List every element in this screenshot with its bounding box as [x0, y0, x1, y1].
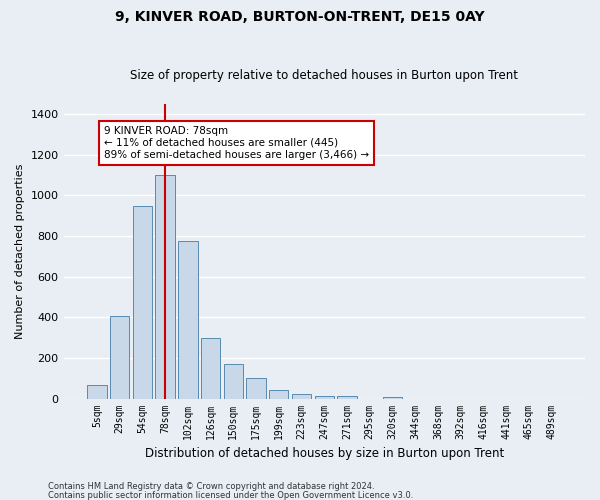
Bar [87, 386, 107, 398]
Bar [269, 390, 289, 398]
Bar [383, 396, 402, 398]
Bar [201, 338, 220, 398]
Bar [292, 394, 311, 398]
Bar [133, 206, 152, 398]
Y-axis label: Number of detached properties: Number of detached properties [15, 164, 25, 339]
Bar [224, 364, 243, 398]
Text: Contains HM Land Registry data © Crown copyright and database right 2024.: Contains HM Land Registry data © Crown c… [48, 482, 374, 491]
X-axis label: Distribution of detached houses by size in Burton upon Trent: Distribution of detached houses by size … [145, 447, 504, 460]
Bar [337, 396, 356, 398]
Text: 9 KINVER ROAD: 78sqm
← 11% of detached houses are smaller (445)
89% of semi-deta: 9 KINVER ROAD: 78sqm ← 11% of detached h… [104, 126, 369, 160]
Bar [247, 378, 266, 398]
Text: 9, KINVER ROAD, BURTON-ON-TRENT, DE15 0AY: 9, KINVER ROAD, BURTON-ON-TRENT, DE15 0A… [115, 10, 485, 24]
Bar [314, 396, 334, 398]
Title: Size of property relative to detached houses in Burton upon Trent: Size of property relative to detached ho… [130, 69, 518, 82]
Bar [178, 241, 197, 398]
Bar [155, 175, 175, 398]
Text: Contains public sector information licensed under the Open Government Licence v3: Contains public sector information licen… [48, 490, 413, 500]
Bar [110, 316, 130, 398]
